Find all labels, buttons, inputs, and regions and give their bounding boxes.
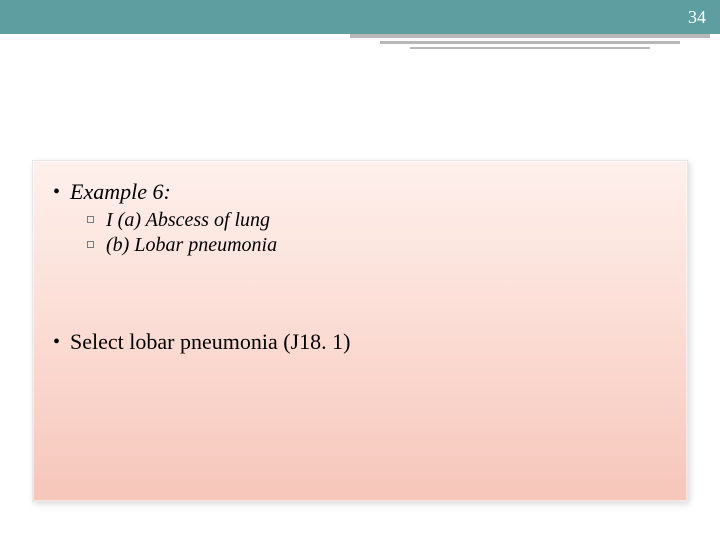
sub-bullet-a: I (a) Abscess of lung bbox=[87, 209, 667, 232]
bullet-dot-icon: • bbox=[53, 182, 60, 202]
accent-lines bbox=[350, 34, 710, 52]
header-bar: 34 bbox=[0, 0, 720, 34]
sub-a-text: I (a) Abscess of lung bbox=[106, 209, 270, 232]
bullet-square-icon bbox=[87, 216, 94, 223]
content-box: • Example 6: I (a) Abscess of lung (b) L… bbox=[32, 160, 688, 502]
bullet-select: • Select lobar pneumonia (J18. 1) bbox=[53, 329, 667, 355]
bullet-example: • Example 6: bbox=[53, 179, 667, 205]
bullet-dot-icon: • bbox=[53, 332, 60, 352]
accent-line bbox=[380, 41, 680, 44]
example-label: Example 6: bbox=[70, 179, 171, 205]
sub-b-text: (b) Lobar pneumonia bbox=[106, 234, 277, 257]
bullet-square-icon bbox=[87, 241, 94, 248]
accent-line bbox=[410, 47, 650, 49]
select-text: Select lobar pneumonia (J18. 1) bbox=[70, 329, 350, 355]
slide: 34 • Example 6: I (a) Abscess of lung (b… bbox=[0, 0, 720, 540]
page-number: 34 bbox=[688, 7, 706, 28]
accent-line bbox=[350, 34, 710, 38]
sub-bullet-b: (b) Lobar pneumonia bbox=[87, 234, 667, 257]
spacer bbox=[53, 259, 667, 329]
